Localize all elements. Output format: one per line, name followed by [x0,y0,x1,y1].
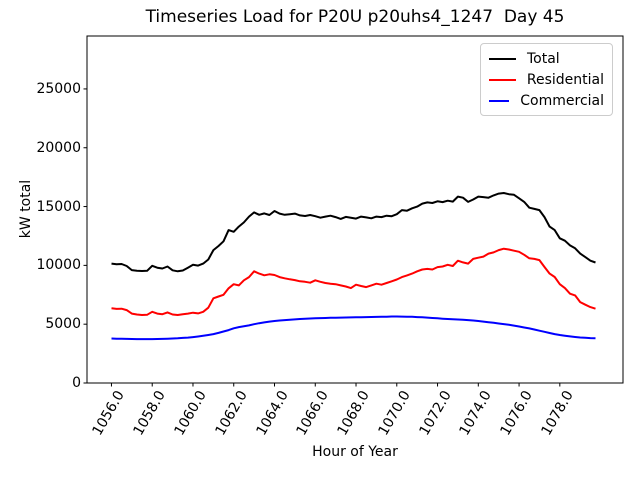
total-line [111,192,596,273]
chart-title: Timeseries Load for P20U p20uhs4_1247 Da… [145,7,565,27]
y-tick-label: 5000 [45,316,81,333]
y-tick-label: 25000 [36,80,81,97]
legend-label-total: Total [527,50,560,67]
residential-line [111,247,596,316]
y-tick-label: 0 [72,375,81,391]
x-axis-label: Hour of Year [312,444,398,460]
commercial-line [111,315,596,341]
y-tick-label: 15000 [36,198,81,215]
y-axis-label: kW total [18,179,34,239]
y-tick-label: 20000 [36,139,81,156]
legend-label-residential: Residential [526,71,604,88]
legend-item-residential: Residential [489,69,604,90]
legend-item-commercial: Commercial [489,90,604,111]
legend: Total Residential Commercial [480,43,613,116]
y-tick-label: 10000 [36,257,81,274]
axes-spines [86,35,624,384]
commercial-line-swatch-icon [489,99,510,102]
residential-line-swatch-icon [489,78,516,81]
legend-item-total: Total [489,48,604,69]
legend-label-commercial: Commercial [520,92,604,109]
total-line-swatch-icon [489,57,516,60]
